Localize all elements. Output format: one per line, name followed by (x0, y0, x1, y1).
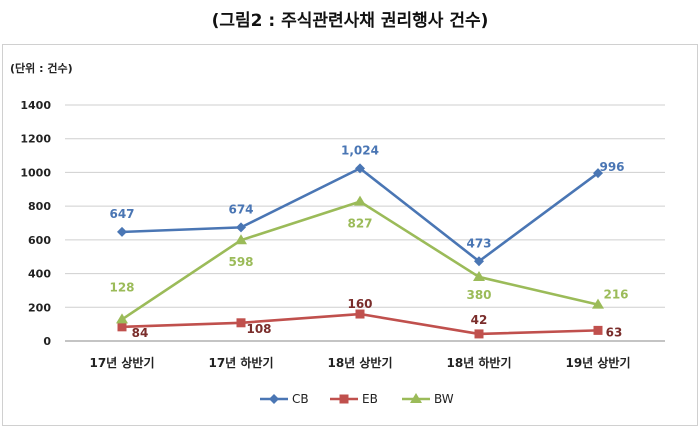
data-label-EB: 42 (471, 313, 488, 327)
data-label-EB: 160 (347, 297, 372, 311)
legend-label-CB: CB (292, 392, 309, 406)
data-label-CB: 674 (228, 202, 253, 216)
data-point-CB (474, 256, 484, 267)
unit-label: (단위 : 건수) (10, 62, 73, 75)
data-point-CB (593, 168, 603, 179)
y-tick-label: 1200 (20, 133, 51, 146)
data-label-CB: 647 (109, 207, 134, 221)
legend-marker-CB (269, 394, 279, 404)
data-label-BW: 827 (347, 217, 372, 231)
data-label-BW: 380 (466, 288, 491, 302)
legend-marker-EB (339, 394, 349, 404)
data-point-EB (355, 309, 365, 319)
data-label-CB: 996 (599, 160, 624, 174)
x-category-label: 17년 하반기 (208, 355, 273, 370)
data-label-EB: 84 (132, 326, 149, 340)
legend-label-EB: EB (362, 392, 378, 406)
chart-title: (그림2 : 주식관련사채 권리행사 건수) (211, 11, 489, 31)
series-line-CB (121, 167, 599, 263)
data-label-EB: 108 (246, 322, 271, 336)
y-tick-label: 0 (43, 335, 51, 348)
y-tick-label: 800 (28, 200, 51, 213)
data-point-EB (236, 318, 246, 328)
data-point-BW (235, 234, 247, 245)
y-tick-label: 400 (28, 268, 51, 281)
y-tick-label: 600 (28, 234, 51, 247)
data-point-BW (354, 195, 366, 206)
data-label-EB: 63 (606, 325, 623, 339)
data-point-BW (116, 313, 128, 324)
chart-border (2, 44, 698, 426)
data-point-CB (117, 226, 127, 237)
legend-marker-BW (410, 393, 422, 403)
data-label-BW: 598 (228, 255, 253, 269)
y-tick-label: 200 (28, 301, 51, 314)
data-point-CB (355, 163, 365, 174)
data-point-EB (593, 325, 603, 335)
data-label-CB: 1,024 (341, 143, 379, 157)
y-tick-label: 1000 (20, 166, 51, 179)
data-label-BW: 128 (109, 280, 134, 294)
data-point-BW (473, 270, 485, 281)
data-label-BW: 216 (603, 288, 628, 302)
data-point-CB (236, 222, 246, 233)
legend-label-BW: BW (434, 392, 454, 406)
data-point-EB (474, 329, 484, 339)
x-category-label: 18년 하반기 (446, 355, 511, 370)
data-point-EB (117, 322, 127, 332)
x-category-label: 17년 상반기 (89, 355, 154, 370)
data-label-CB: 473 (466, 236, 491, 250)
y-tick-label: 1400 (20, 99, 51, 112)
x-category-label: 18년 상반기 (327, 355, 392, 370)
x-category-label: 19년 상반기 (565, 355, 630, 370)
data-point-BW (592, 298, 604, 309)
